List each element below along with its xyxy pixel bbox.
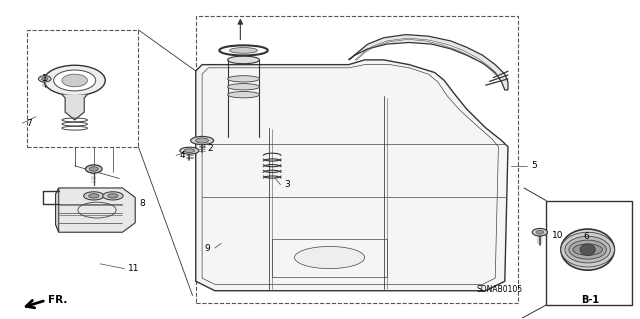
Ellipse shape — [228, 76, 259, 82]
Ellipse shape — [180, 147, 199, 154]
Ellipse shape — [294, 247, 365, 269]
Text: 2: 2 — [208, 144, 214, 153]
Ellipse shape — [44, 65, 105, 96]
Text: 11: 11 — [128, 264, 140, 273]
Polygon shape — [56, 188, 59, 232]
Ellipse shape — [228, 56, 259, 64]
Text: 9: 9 — [204, 243, 210, 253]
Ellipse shape — [184, 149, 195, 152]
Polygon shape — [196, 60, 508, 291]
Ellipse shape — [230, 48, 257, 53]
Ellipse shape — [42, 77, 48, 80]
Ellipse shape — [90, 167, 99, 171]
Text: 8: 8 — [139, 199, 145, 208]
Ellipse shape — [191, 137, 214, 145]
Bar — [546, 201, 632, 305]
Ellipse shape — [62, 74, 88, 87]
Polygon shape — [62, 95, 88, 120]
Ellipse shape — [561, 229, 614, 270]
Ellipse shape — [532, 228, 547, 236]
Ellipse shape — [565, 236, 611, 263]
Text: 10: 10 — [552, 231, 563, 240]
Ellipse shape — [108, 194, 118, 198]
Ellipse shape — [54, 70, 96, 91]
Ellipse shape — [84, 192, 104, 200]
Ellipse shape — [38, 76, 51, 82]
Text: B-1: B-1 — [581, 295, 600, 305]
Text: FR.: FR. — [48, 295, 67, 305]
Polygon shape — [56, 188, 135, 232]
Ellipse shape — [89, 194, 99, 198]
Ellipse shape — [228, 84, 259, 90]
Text: 4: 4 — [180, 151, 186, 160]
Bar — [196, 16, 518, 303]
Ellipse shape — [228, 92, 259, 98]
Text: 6: 6 — [584, 233, 589, 241]
Ellipse shape — [220, 45, 268, 56]
Ellipse shape — [569, 240, 606, 259]
Text: 5: 5 — [531, 161, 537, 170]
Text: 1: 1 — [42, 74, 47, 83]
Text: 7: 7 — [26, 119, 32, 128]
Ellipse shape — [102, 192, 123, 200]
Ellipse shape — [86, 165, 102, 173]
Bar — [27, 30, 138, 147]
Ellipse shape — [561, 232, 614, 267]
Polygon shape — [349, 34, 508, 90]
Ellipse shape — [573, 244, 602, 255]
Text: 3: 3 — [284, 180, 290, 189]
Ellipse shape — [196, 138, 209, 143]
Ellipse shape — [536, 230, 543, 234]
Ellipse shape — [580, 244, 595, 255]
Text: SDNAB0105: SDNAB0105 — [476, 285, 522, 294]
